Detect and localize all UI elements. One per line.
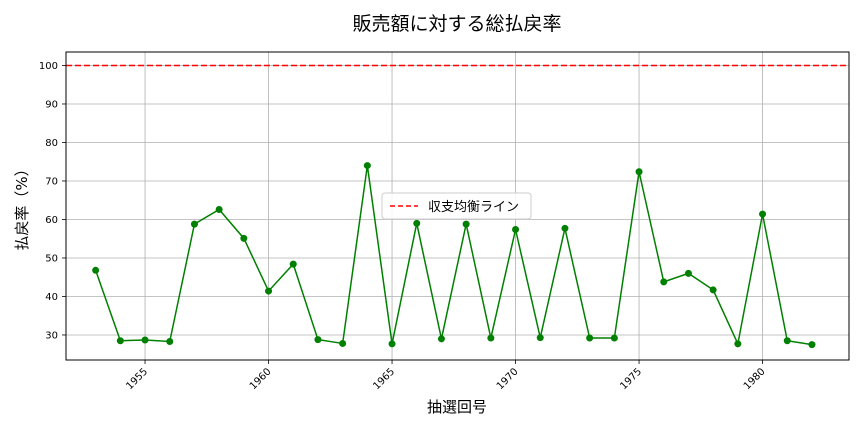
legend-label: 収支均衡ライン (428, 200, 519, 215)
data-point (190, 220, 198, 228)
plot-frame (65, 51, 850, 361)
y-tick-label: 80 (45, 138, 58, 149)
data-point (388, 340, 396, 348)
data-point (536, 334, 544, 342)
data-point (265, 287, 273, 295)
y-tick-label: 60 (45, 215, 58, 226)
legend: 収支均衡ライン (381, 192, 532, 220)
x-tick-label: 1965 (371, 366, 397, 392)
chart-title: 販売額に対する総払戻率 (352, 13, 561, 35)
data-point (783, 337, 791, 345)
data-point (215, 205, 223, 213)
x-tick-label: 1970 (495, 366, 521, 392)
data-point (363, 162, 371, 170)
data-point (166, 338, 174, 346)
data-point (339, 339, 347, 347)
x-tick-label: 1955 (124, 366, 150, 392)
x-tick-label: 1980 (742, 366, 768, 392)
data-point (289, 260, 297, 268)
data-point (684, 269, 692, 277)
y-tick-label: 100 (39, 61, 58, 72)
data-point (240, 234, 248, 242)
y-tick-label: 90 (45, 99, 58, 110)
data-point (437, 335, 445, 343)
data-point (92, 266, 100, 274)
data-point (487, 334, 495, 342)
y-tick-label: 50 (45, 253, 58, 264)
data-point (734, 340, 742, 348)
data-point (561, 224, 569, 232)
data-point (116, 337, 124, 345)
legend-box (381, 192, 532, 220)
series-layer (92, 162, 816, 349)
y-tick-label: 30 (45, 330, 58, 341)
data-point (759, 210, 767, 218)
data-point (586, 334, 594, 342)
y-axis-label: 払戻率（%） (13, 161, 31, 250)
data-point (635, 168, 643, 176)
data-point (462, 220, 470, 228)
x-axis-label: 抽選回号 (427, 398, 487, 416)
y-tick-label: 70 (45, 176, 58, 187)
series-line (94, 165, 813, 347)
data-point (314, 336, 322, 344)
x-axis: 1955 1960 1965 1970 1975 1980 (124, 360, 768, 392)
data-point (141, 336, 149, 344)
x-tick-label: 1975 (618, 366, 644, 392)
data-point (709, 286, 717, 294)
y-axis: 30 40 50 60 70 80 90 100 (39, 61, 66, 341)
data-point (660, 278, 668, 286)
data-point (413, 219, 421, 227)
data-point (512, 225, 520, 233)
data-point (610, 334, 618, 342)
y-tick-label: 40 (45, 292, 58, 303)
data-point (808, 341, 816, 349)
x-tick-label: 1960 (248, 366, 274, 392)
